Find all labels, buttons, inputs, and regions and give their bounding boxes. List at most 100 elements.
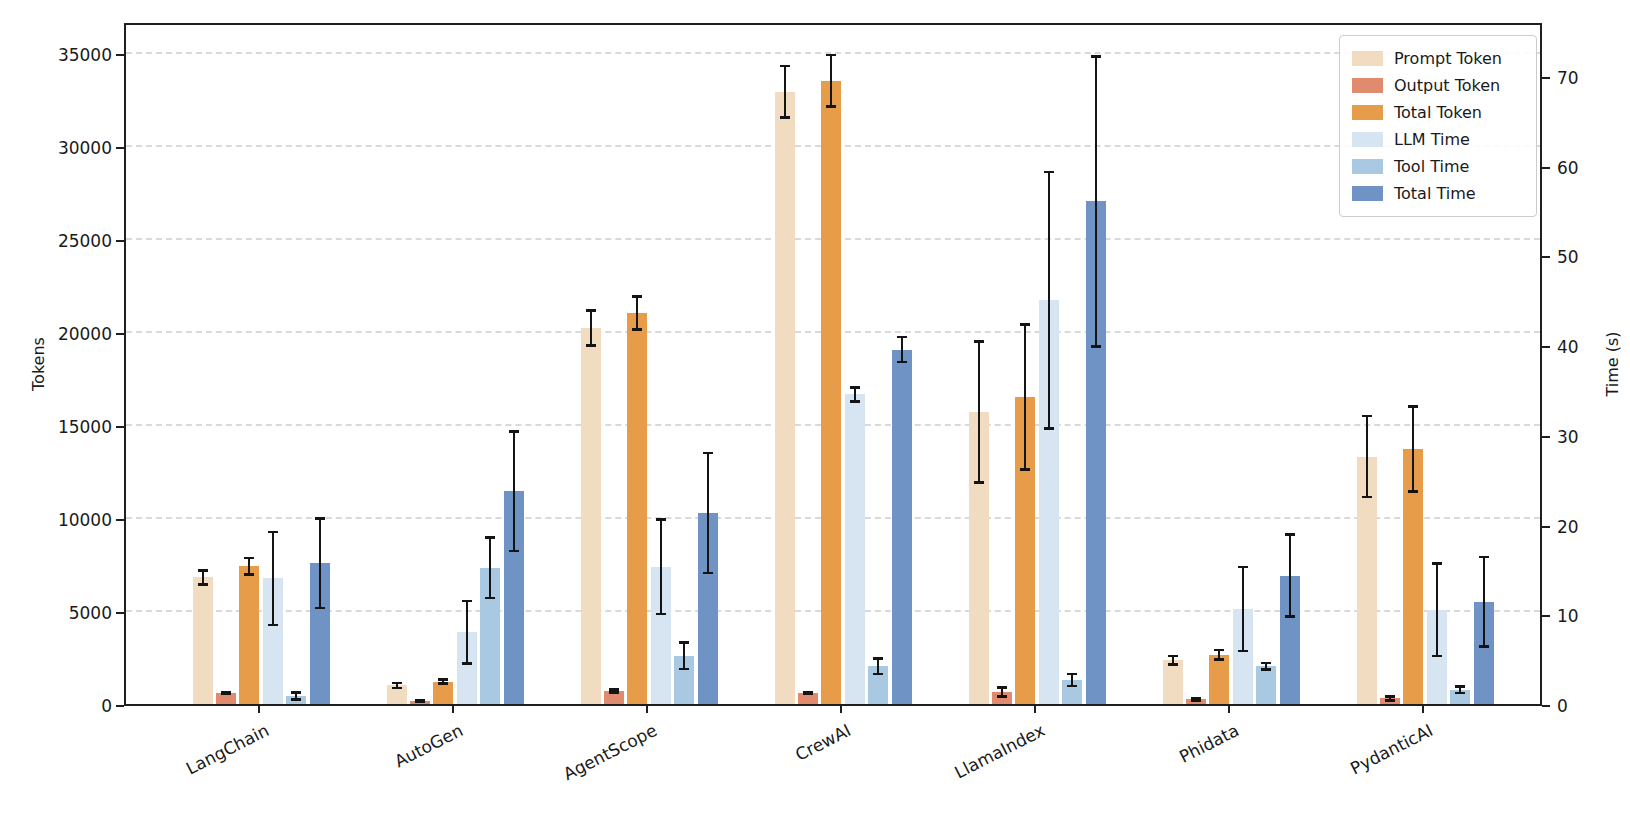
legend: Prompt Token Output Token Total Token LLM T… bbox=[1339, 35, 1537, 217]
error-bar-llm-time-phidata-cap-bottom bbox=[1238, 650, 1248, 653]
right-tick-60 bbox=[1542, 167, 1550, 169]
error-bar-total-time-phidata-cap-top bbox=[1285, 533, 1295, 536]
right-axis-title: Time (s) bbox=[1603, 331, 1622, 396]
left-tick-10000 bbox=[116, 519, 124, 521]
error-bar-llm-time-langchain bbox=[272, 532, 274, 625]
right-tick-label-0: 0 bbox=[1557, 695, 1568, 717]
x-tick-crewai bbox=[840, 706, 842, 713]
error-bar-total-time-langchain-cap-top bbox=[315, 517, 325, 520]
legend-swatch-icon-total-token bbox=[1352, 105, 1383, 120]
error-bar-llm-time-llamaindex bbox=[1048, 172, 1050, 429]
error-bar-llm-time-llamaindex-cap-top bbox=[1044, 171, 1054, 174]
error-bar-total-token-pydanticai-cap-top bbox=[1408, 405, 1418, 408]
left-tick-20000 bbox=[116, 333, 124, 335]
left-tick-35000 bbox=[116, 54, 124, 56]
left-tick-label-35000: 35000 bbox=[0, 44, 112, 66]
right-tick-70 bbox=[1542, 77, 1550, 79]
error-bar-output-token-agentscope-cap-bottom bbox=[609, 691, 619, 694]
error-bar-tool-time-autogen-cap-top bbox=[485, 536, 495, 539]
legend-label-prompt-token: Prompt Token bbox=[1394, 49, 1502, 68]
error-bar-prompt-token-llamaindex-cap-bottom bbox=[974, 481, 984, 484]
error-bar-total-token-crewai-cap-top bbox=[826, 54, 836, 57]
error-bar-prompt-token-crewai-cap-bottom bbox=[780, 116, 790, 119]
error-bar-total-time-phidata-cap-bottom bbox=[1285, 615, 1295, 618]
legend-item-prompt-token: Prompt Token bbox=[1352, 45, 1524, 72]
x-tick-label-crewai: CrewAI bbox=[663, 720, 854, 818]
error-bar-tool-time-crewai-cap-bottom bbox=[873, 673, 883, 676]
error-bar-total-time-pydanticai-cap-bottom bbox=[1479, 645, 1489, 648]
right-tick-10 bbox=[1542, 615, 1550, 617]
error-bar-tool-time-pydanticai-cap-top bbox=[1455, 685, 1465, 688]
error-bar-tool-time-crewai-cap-top bbox=[873, 657, 883, 660]
error-bar-total-token-pydanticai-cap-bottom bbox=[1408, 490, 1418, 493]
left-tick-5000 bbox=[116, 612, 124, 614]
legend-item-total-token: Total Token bbox=[1352, 99, 1524, 126]
error-bar-total-token-llamaindex bbox=[1024, 324, 1026, 469]
error-bar-llm-time-autogen-cap-top bbox=[462, 600, 472, 603]
error-bar-total-time-agentscope bbox=[707, 453, 709, 573]
bar-total-token-langchain bbox=[239, 566, 259, 704]
left-tick-label-10000: 10000 bbox=[0, 509, 112, 531]
left-axis-title: Tokens bbox=[29, 337, 48, 391]
right-tick-label-30: 30 bbox=[1557, 426, 1579, 448]
error-bar-tool-time-pydanticai-cap-bottom bbox=[1455, 692, 1465, 695]
legend-label-total-token: Total Token bbox=[1394, 103, 1482, 122]
error-bar-prompt-token-llamaindex bbox=[978, 341, 980, 482]
error-bar-total-time-agentscope-cap-bottom bbox=[703, 572, 713, 575]
error-bar-output-token-langchain-cap-bottom bbox=[221, 693, 231, 696]
bar-total-token-phidata bbox=[1209, 655, 1229, 704]
left-tick-label-5000: 5000 bbox=[0, 602, 112, 624]
error-bar-total-time-phidata bbox=[1289, 534, 1291, 617]
x-tick-phidata bbox=[1228, 706, 1230, 713]
error-bar-tool-time-phidata-cap-bottom bbox=[1261, 668, 1271, 671]
error-bar-llm-time-autogen bbox=[466, 601, 468, 664]
bar-prompt-token-langchain bbox=[193, 577, 213, 704]
error-bar-llm-time-crewai-cap-bottom bbox=[850, 400, 860, 403]
right-tick-label-10: 10 bbox=[1557, 605, 1579, 627]
right-tick-30 bbox=[1542, 436, 1550, 438]
error-bar-output-token-llamaindex-cap-bottom bbox=[997, 695, 1007, 698]
error-bar-total-time-crewai bbox=[901, 337, 903, 362]
bar-prompt-token-crewai bbox=[775, 92, 795, 704]
bar-total-token-crewai bbox=[821, 81, 841, 704]
left-tick-label-20000: 20000 bbox=[0, 323, 112, 345]
x-tick-label-phidata: Phidata bbox=[1051, 720, 1242, 818]
error-bar-total-time-llamaindex bbox=[1095, 56, 1097, 347]
error-bar-total-token-phidata-cap-bottom bbox=[1214, 658, 1224, 661]
error-bar-output-token-autogen-cap-bottom bbox=[415, 701, 425, 704]
bar-total-token-agentscope bbox=[627, 313, 647, 704]
error-bar-prompt-token-agentscope-cap-bottom bbox=[586, 344, 596, 347]
error-bar-total-time-langchain bbox=[319, 518, 321, 608]
error-bar-tool-time-agentscope-cap-top bbox=[679, 641, 689, 644]
x-tick-label-llamaindex: LlamaIndex bbox=[857, 720, 1048, 818]
error-bar-output-token-pydanticai-cap-top bbox=[1385, 695, 1395, 698]
left-tick-30000 bbox=[116, 147, 124, 149]
legend-item-output-token: Output Token bbox=[1352, 72, 1524, 99]
legend-swatch-icon-output-token bbox=[1352, 78, 1383, 93]
left-tick-label-30000: 30000 bbox=[0, 137, 112, 159]
error-bar-prompt-token-pydanticai-cap-bottom bbox=[1362, 496, 1372, 499]
error-bar-prompt-token-langchain-cap-bottom bbox=[198, 583, 208, 586]
chart-canvas: Prompt Token Output Token Total Token LLM T… bbox=[0, 0, 1630, 818]
left-tick-25000 bbox=[116, 240, 124, 242]
error-bar-llm-time-agentscope-cap-top bbox=[656, 518, 666, 521]
x-tick-llamaindex bbox=[1034, 706, 1036, 713]
legend-swatch-icon-prompt-token bbox=[1352, 51, 1383, 66]
error-bar-tool-time-langchain-cap-bottom bbox=[291, 698, 301, 701]
error-bar-total-time-llamaindex-cap-bottom bbox=[1091, 345, 1101, 348]
error-bar-total-token-crewai-cap-bottom bbox=[826, 105, 836, 108]
error-bar-llm-time-autogen-cap-bottom bbox=[462, 662, 472, 665]
error-bar-total-token-agentscope-cap-bottom bbox=[632, 328, 642, 331]
legend-label-llm-time: LLM Time bbox=[1394, 130, 1470, 149]
error-bar-llm-time-agentscope bbox=[660, 519, 662, 614]
error-bar-total-time-autogen bbox=[513, 431, 515, 551]
error-bar-llm-time-pydanticai bbox=[1436, 563, 1438, 656]
left-tick-label-15000: 15000 bbox=[0, 416, 112, 438]
error-bar-prompt-token-agentscope-cap-top bbox=[586, 309, 596, 312]
legend-swatch-icon-tool-time bbox=[1352, 159, 1383, 174]
error-bar-total-token-agentscope-cap-top bbox=[632, 295, 642, 298]
left-tick-15000 bbox=[116, 426, 124, 428]
right-tick-label-70: 70 bbox=[1557, 67, 1579, 89]
error-bar-prompt-token-pydanticai-cap-top bbox=[1362, 415, 1372, 418]
right-tick-label-60: 60 bbox=[1557, 157, 1579, 179]
